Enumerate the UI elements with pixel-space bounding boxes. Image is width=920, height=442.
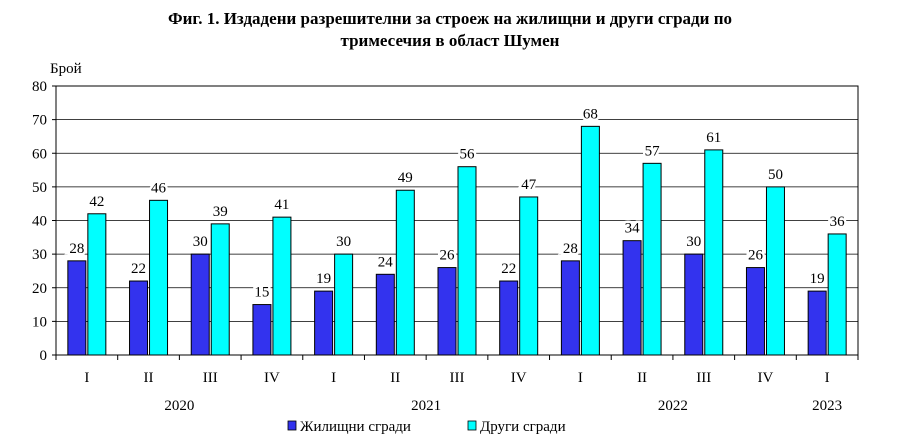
data-label-residential: 28 [69, 241, 84, 257]
bar-residential [437, 267, 457, 356]
y-tick-label: 0 [40, 348, 48, 364]
x-tick-label-quarter: III [450, 370, 465, 386]
y-tick-label: 80 [32, 79, 47, 95]
chart-title-line-1: Фиг. 1. Издадени разрешителни за строеж … [168, 9, 732, 28]
bar-residential [129, 280, 149, 356]
data-label-other: 30 [336, 234, 351, 250]
x-tick-label-quarter: I [825, 370, 830, 386]
data-label-residential: 28 [563, 241, 578, 257]
x-tick-label-quarter: I [331, 370, 336, 386]
data-label-other: 47 [521, 177, 537, 193]
data-label-other: 56 [460, 147, 476, 163]
y-tick-label: 70 [32, 113, 47, 129]
bar-residential [375, 273, 395, 356]
data-label-residential: 26 [440, 248, 456, 264]
bar-residential [684, 253, 704, 356]
data-label-residential: 24 [378, 254, 394, 270]
bar-other [395, 189, 415, 356]
data-label-other: 50 [768, 167, 783, 183]
y-tick-label: 30 [32, 247, 47, 263]
x-tick-label-quarter: II [390, 370, 400, 386]
bar-other [457, 166, 477, 356]
data-label-residential: 19 [810, 271, 825, 287]
data-label-other: 41 [274, 197, 289, 213]
bar-residential [190, 253, 210, 356]
chart-title: Фиг. 1. Издадени разрешителни за строеж … [168, 9, 732, 50]
bar-residential [560, 260, 580, 356]
bar-residential [807, 290, 827, 356]
y-tick-label: 60 [32, 146, 47, 162]
legend-item-residential-swatch [287, 420, 297, 431]
chart-title-line-2: тримесечия в област Шумен [341, 31, 560, 50]
bar-other [519, 196, 539, 356]
y-tick-label: 10 [32, 314, 47, 330]
bar-other [580, 125, 600, 356]
bar-other [642, 162, 662, 356]
x-tick-label-quarter: IV [264, 370, 280, 386]
x-tick-label-quarter: II [144, 370, 154, 386]
bar-other [149, 199, 169, 356]
y-tick-label: 40 [32, 214, 47, 230]
data-label-residential: 22 [131, 261, 146, 277]
x-tick-label-year: 2021 [411, 398, 441, 414]
bar-residential [499, 280, 519, 356]
data-label-other: 39 [213, 204, 228, 220]
bar-other [210, 223, 230, 356]
data-label-other: 57 [645, 143, 661, 159]
bar-other [704, 149, 724, 356]
x-tick-label-quarter: IV [758, 370, 774, 386]
bar-other [334, 253, 354, 356]
data-label-other: 68 [583, 106, 598, 122]
x-tick-label-quarter: III [203, 370, 218, 386]
y-tick-label: 20 [32, 281, 47, 297]
data-label-other: 49 [398, 170, 413, 186]
data-label-residential: 22 [501, 261, 516, 277]
legend: Жилищни сгради Други сгради [287, 419, 566, 435]
x-tick-label-quarter: I [84, 370, 89, 386]
legend-item-residential-label: Жилищни сгради [300, 419, 411, 435]
x-tick-label-quarter: II [637, 370, 647, 386]
data-label-residential: 19 [316, 271, 331, 287]
data-label-residential: 15 [254, 285, 269, 301]
bar-other [87, 213, 107, 356]
x-tick-label-quarter: III [696, 370, 711, 386]
x-tick-label-year: 2020 [164, 398, 194, 414]
data-label-residential: 30 [686, 234, 701, 250]
bar-other [765, 186, 785, 356]
legend-item-other-label: Други сгради [480, 419, 566, 435]
x-tick-label-year: 2022 [658, 398, 688, 414]
y-tick-label: 50 [32, 180, 47, 196]
bar-residential [252, 304, 272, 356]
x-tick-label-year: 2023 [812, 398, 842, 414]
bar-residential [67, 260, 87, 356]
bar-other [272, 216, 292, 356]
y-axis-label: Брой [50, 61, 82, 77]
data-label-residential: 34 [625, 221, 641, 237]
bar-residential [622, 240, 642, 356]
legend-item-other-swatch [467, 420, 477, 431]
data-label-other: 61 [706, 130, 721, 146]
data-label-other: 42 [89, 194, 104, 210]
bar-residential [314, 290, 334, 356]
data-label-other: 46 [151, 180, 167, 196]
x-tick-label-quarter: IV [511, 370, 527, 386]
bar-other [827, 233, 847, 356]
plot-area: 010203040506070802842I2246II3039III1541I… [32, 79, 859, 414]
bar-residential [745, 267, 765, 356]
data-label-residential: 30 [193, 234, 208, 250]
data-label-residential: 26 [748, 248, 764, 264]
x-tick-label-quarter: I [578, 370, 583, 386]
data-label-other: 36 [830, 214, 846, 230]
